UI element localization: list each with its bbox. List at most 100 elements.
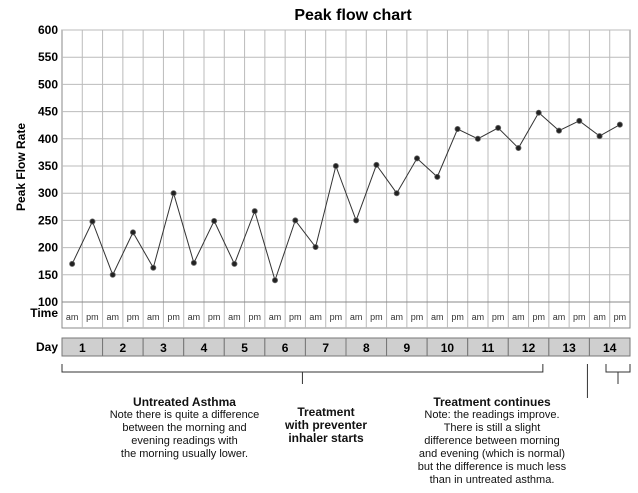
time-slot-23: pm xyxy=(532,312,545,322)
data-point-8 xyxy=(231,260,238,267)
day-label-12: 13 xyxy=(562,341,576,355)
time-slot-20: am xyxy=(472,312,485,322)
data-point-0 xyxy=(69,260,76,267)
time-slot-21: pm xyxy=(492,312,505,322)
time-slot-1: pm xyxy=(86,312,99,322)
time-slot-16: am xyxy=(390,312,403,322)
continues-line-6: than in untreated asthma. xyxy=(429,474,555,486)
time-slot-8: am xyxy=(228,312,241,322)
y-tick-label-7: 450 xyxy=(38,105,58,119)
treatment-line-1: Treatment xyxy=(297,405,355,419)
untreated-note: Untreated Asthma Note there is quite a d… xyxy=(82,396,287,461)
time-slot-24: am xyxy=(553,312,566,322)
brackets xyxy=(61,364,631,398)
y-axis-label: Peak Flow Rate xyxy=(14,123,28,211)
day-bar: 1 2 3 4 5 6 7 8 9 10 11 12 13 14 xyxy=(61,337,631,357)
y-tick-label-10: 600 xyxy=(38,23,58,37)
day-label-4: 5 xyxy=(241,341,248,355)
continues-title: Treatment continues xyxy=(433,395,551,409)
day-label-9: 10 xyxy=(441,341,455,355)
time-row-label: Time xyxy=(30,306,58,320)
time-slot-18: am xyxy=(431,312,444,322)
time-slot-labels: am pm am pm am pm am pm am pm am pm am pm am pm am pm am pm… xyxy=(66,312,626,322)
time-slot-19: pm xyxy=(451,312,464,322)
day-label-0: 1 xyxy=(79,341,86,355)
time-slot-5: pm xyxy=(167,312,180,322)
y-tick-label-9: 550 xyxy=(38,50,58,64)
time-slot-6: am xyxy=(188,312,201,322)
untreated-line-3: evening readings with xyxy=(131,435,238,447)
y-tick-label-0: 100 xyxy=(38,295,58,309)
day-label-8: 9 xyxy=(404,341,411,355)
data-point-27 xyxy=(616,121,623,128)
continues-note: Treatment continues Note: the readings i… xyxy=(378,396,606,487)
y-tick-label-1: 150 xyxy=(38,268,58,282)
y-tick-label-6: 400 xyxy=(38,132,58,146)
data-point-14 xyxy=(353,217,360,224)
time-slot-27: pm xyxy=(614,312,627,322)
data-point-26 xyxy=(596,133,603,140)
series-points xyxy=(69,109,623,284)
data-point-1 xyxy=(89,218,96,225)
time-slot-2: am xyxy=(106,312,119,322)
day-label-7: 8 xyxy=(363,341,370,355)
continues-bracket xyxy=(605,364,631,373)
untreated-title: Untreated Asthma xyxy=(133,395,236,409)
treatment-note: Treatment with preventer inhaler starts xyxy=(270,406,382,445)
time-slot-17: pm xyxy=(411,312,424,322)
data-point-16 xyxy=(393,190,400,197)
y-tick-label-5: 350 xyxy=(38,159,58,173)
day-label-1: 2 xyxy=(120,341,127,355)
data-point-20 xyxy=(474,135,481,142)
data-point-11 xyxy=(292,217,299,224)
time-slot-9: pm xyxy=(248,312,261,322)
day-label-2: 3 xyxy=(160,341,167,355)
continues-line-4: and evening (which is normal) xyxy=(418,448,566,460)
day-label-6: 7 xyxy=(322,341,329,355)
untreated-line-2: between the morning and xyxy=(122,422,247,434)
y-tick-label-2: 200 xyxy=(38,241,58,255)
time-slot-22: am xyxy=(512,312,525,322)
time-slot-13: pm xyxy=(330,312,343,322)
y-tick-label-3: 250 xyxy=(38,213,58,227)
data-point-6 xyxy=(190,259,197,266)
data-point-10 xyxy=(271,277,278,284)
data-point-4 xyxy=(150,264,157,271)
time-slot-4: am xyxy=(147,312,160,322)
continues-line-5: but the difference is much less xyxy=(417,461,567,473)
time-slot-15: pm xyxy=(370,312,383,322)
data-point-5 xyxy=(170,190,177,197)
data-point-13 xyxy=(332,162,339,169)
time-slot-14: am xyxy=(350,312,363,322)
treatment-line-3: inhaler starts xyxy=(288,431,364,445)
continues-line-1: Note: the readings improve. xyxy=(424,409,560,421)
y-tick-labels: 100 150 200 250 300 350 400 450 500 550 600 xyxy=(38,23,58,309)
untreated-bracket xyxy=(61,364,544,373)
continues-line-2: There is still a slight xyxy=(443,422,541,434)
data-point-23 xyxy=(535,109,542,116)
day-label-13: 14 xyxy=(603,341,617,355)
y-tick-label-8: 500 xyxy=(38,77,58,91)
data-point-2 xyxy=(109,271,116,278)
time-slot-12: am xyxy=(309,312,322,322)
data-point-12 xyxy=(312,244,319,251)
untreated-line-1: Note there is quite a difference xyxy=(109,409,260,421)
time-slot-11: pm xyxy=(289,312,302,322)
data-point-7 xyxy=(211,217,218,224)
time-slot-0: am xyxy=(66,312,79,322)
data-point-25 xyxy=(576,117,583,124)
data-point-17 xyxy=(413,155,420,162)
series-line xyxy=(71,111,621,282)
data-point-24 xyxy=(556,127,563,134)
day-cell-13 xyxy=(588,337,631,357)
time-slot-25: pm xyxy=(573,312,586,322)
series-polyline xyxy=(71,111,621,282)
day-label-5: 6 xyxy=(282,341,289,355)
time-slot-10: am xyxy=(269,312,282,322)
day-label-3: 4 xyxy=(201,341,208,355)
data-point-19 xyxy=(454,126,461,133)
y-tick-label-4: 300 xyxy=(38,186,58,200)
treatment-line-2: with preventer xyxy=(284,418,368,432)
day-label-10: 11 xyxy=(482,341,495,355)
